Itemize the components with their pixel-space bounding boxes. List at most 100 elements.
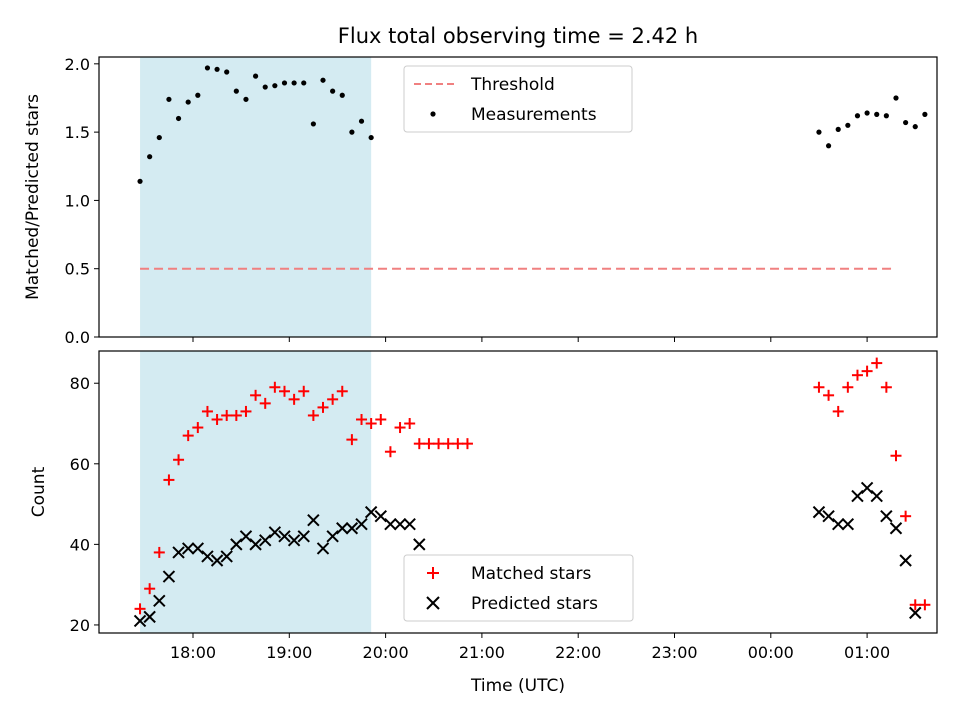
top-series-0-point-27 <box>835 126 841 132</box>
bot-y-tick-label-2: 60 <box>70 455 90 474</box>
matched-legend-label: Matched stars <box>471 564 591 584</box>
bot-series-1-point-27-b <box>393 518 407 531</box>
bot-series-1-point-39 <box>899 554 912 567</box>
top-y-tick-label-1: 0.5 <box>65 260 90 279</box>
bot-series-1-point-18 <box>307 513 320 527</box>
top-series-0-point-15 <box>281 80 288 86</box>
bot-series-1-point-37-b <box>880 509 893 523</box>
x-tick-label-7: 01:00 <box>844 643 890 662</box>
bot-series-0-point-28 <box>404 418 416 430</box>
bot-series-0-point-33 <box>452 438 464 450</box>
bot-series-1-point-4 <box>172 546 185 559</box>
bot-series-1-point-1 <box>143 610 156 624</box>
bot-series-0-point-23 <box>356 413 368 425</box>
top-panel: 0.00.51.01.52.0 Matched/Predicted stars … <box>23 55 938 347</box>
bot-series-0-point-17 <box>298 385 310 397</box>
bot-series-0-point-14 <box>269 381 281 393</box>
x-tick-label-2: 20:00 <box>363 643 409 662</box>
bot-series-0-point-44 <box>900 510 912 522</box>
top-series-0-point-13 <box>262 84 268 90</box>
top-series-0-point-23 <box>358 118 365 124</box>
bot-series-1-point-25-b <box>374 509 387 523</box>
bot-series-1-point-14 <box>268 526 282 539</box>
bot-series-0-point-7 <box>201 405 213 417</box>
bot-series-1-point-16 <box>287 534 301 547</box>
top-series-0-point-21 <box>339 92 345 98</box>
x-tick-label-1: 19:00 <box>266 643 312 662</box>
top-series-0-point-18 <box>310 121 316 127</box>
top-series-0-point-7 <box>204 65 211 71</box>
bot-series-0-point-30 <box>423 438 435 450</box>
top-y-axis-label: Matched/Predicted stars <box>23 94 43 300</box>
bot-series-0-point-34 <box>461 438 473 450</box>
bot-series-1-point-16-b <box>287 534 301 547</box>
threshold-legend-label: Threshold <box>470 75 555 95</box>
top-series-0-point-25 <box>816 129 822 135</box>
bot-y-tick-label-0: 20 <box>70 616 90 635</box>
bot-series-0-point-18 <box>307 409 319 421</box>
bot-series-1-point-19-b <box>316 542 330 555</box>
measurements-legend-swatch <box>430 111 436 117</box>
bot-series-0-point-29 <box>413 438 425 450</box>
bot-series-0-point-24 <box>365 418 377 430</box>
top-y-tick-label-0: 0.0 <box>65 328 90 347</box>
top-series-0-point-19 <box>320 77 326 83</box>
bottom-legend: Matched stars Predicted stars <box>403 554 634 622</box>
x-tick-label-6: 00:00 <box>748 643 794 662</box>
bot-series-1-point-13 <box>259 534 272 547</box>
bot-series-1-point-24-b <box>364 505 378 519</box>
bot-series-0-point-26 <box>384 446 396 458</box>
bot-series-1-point-6-b <box>191 542 205 555</box>
top-series-0-point-0 <box>137 178 143 184</box>
top-series-0-point-12 <box>252 73 259 79</box>
x-tick-label-4: 22:00 <box>555 643 601 662</box>
bot-series-1-point-10-b <box>230 538 243 551</box>
bot-series-1-point-40-b <box>909 606 922 620</box>
bot-series-1-point-3 <box>162 570 176 583</box>
bot-series-1-point-0 <box>133 614 147 628</box>
bot-series-0-point-6 <box>192 422 204 434</box>
bot-series-0-point-19 <box>317 401 329 413</box>
bot-series-1-point-24 <box>364 505 378 519</box>
x-axis-label: Time (UTC) <box>470 676 565 696</box>
bottom-panel: 20 40 60 80 18:00 19:00 20:00 21:00 22:00 23:00 0… <box>29 350 938 696</box>
top-series-0-point-29 <box>854 113 861 119</box>
bottom-legend-box <box>403 554 634 622</box>
x-tick-label-5: 23:00 <box>651 643 697 662</box>
top-y-tick-label-3: 1.5 <box>65 123 90 142</box>
top-series-0-point-4 <box>175 115 182 122</box>
top-shaded-span <box>140 57 372 337</box>
top-series-0-point-14 <box>272 83 278 89</box>
top-legend-box <box>403 65 633 133</box>
bot-series-1-point-30-b <box>812 505 826 519</box>
bot-series-0-point-2 <box>153 546 165 558</box>
bot-series-0-point-27 <box>394 422 406 434</box>
measurements-legend-label: Measurements <box>471 105 597 125</box>
top-series-0-point-36 <box>922 111 928 117</box>
predicted-legend-label: Predicted stars <box>471 594 598 614</box>
top-series-0-point-32 <box>883 113 889 119</box>
bot-series-1-point-2 <box>153 594 166 607</box>
bot-series-1-point-12 <box>249 538 262 551</box>
bot-series-1-point-36 <box>870 489 883 503</box>
bot-series-1-point-32 <box>832 518 845 531</box>
bot-series-0-point-43 <box>890 450 902 462</box>
bot-series-1-point-29 <box>413 538 426 551</box>
bot-series-0-point-45 <box>909 599 921 611</box>
bot-series-1-point-20 <box>326 530 339 543</box>
bot-series-0-point-9 <box>221 409 233 421</box>
top-legend: Threshold Measurements <box>403 65 633 133</box>
bot-series-1-point-36-b <box>870 489 883 503</box>
bot-series-1-point-35 <box>860 481 874 495</box>
bot-series-1-point-14-b <box>268 526 282 539</box>
top-series-0-point-2 <box>156 134 162 141</box>
bot-series-1-point-40 <box>909 606 922 620</box>
bot-series-0-point-1 <box>144 583 156 595</box>
bot-series-1-point-2-b <box>153 594 166 607</box>
bot-series-1-point-17 <box>297 530 310 543</box>
top-series-0-point-8 <box>214 66 220 72</box>
bot-series-0-point-22 <box>346 434 358 446</box>
top-series-0-point-33 <box>893 95 899 101</box>
bot-series-0-point-39 <box>851 369 863 381</box>
bot-series-1-point-35-b <box>860 481 874 495</box>
